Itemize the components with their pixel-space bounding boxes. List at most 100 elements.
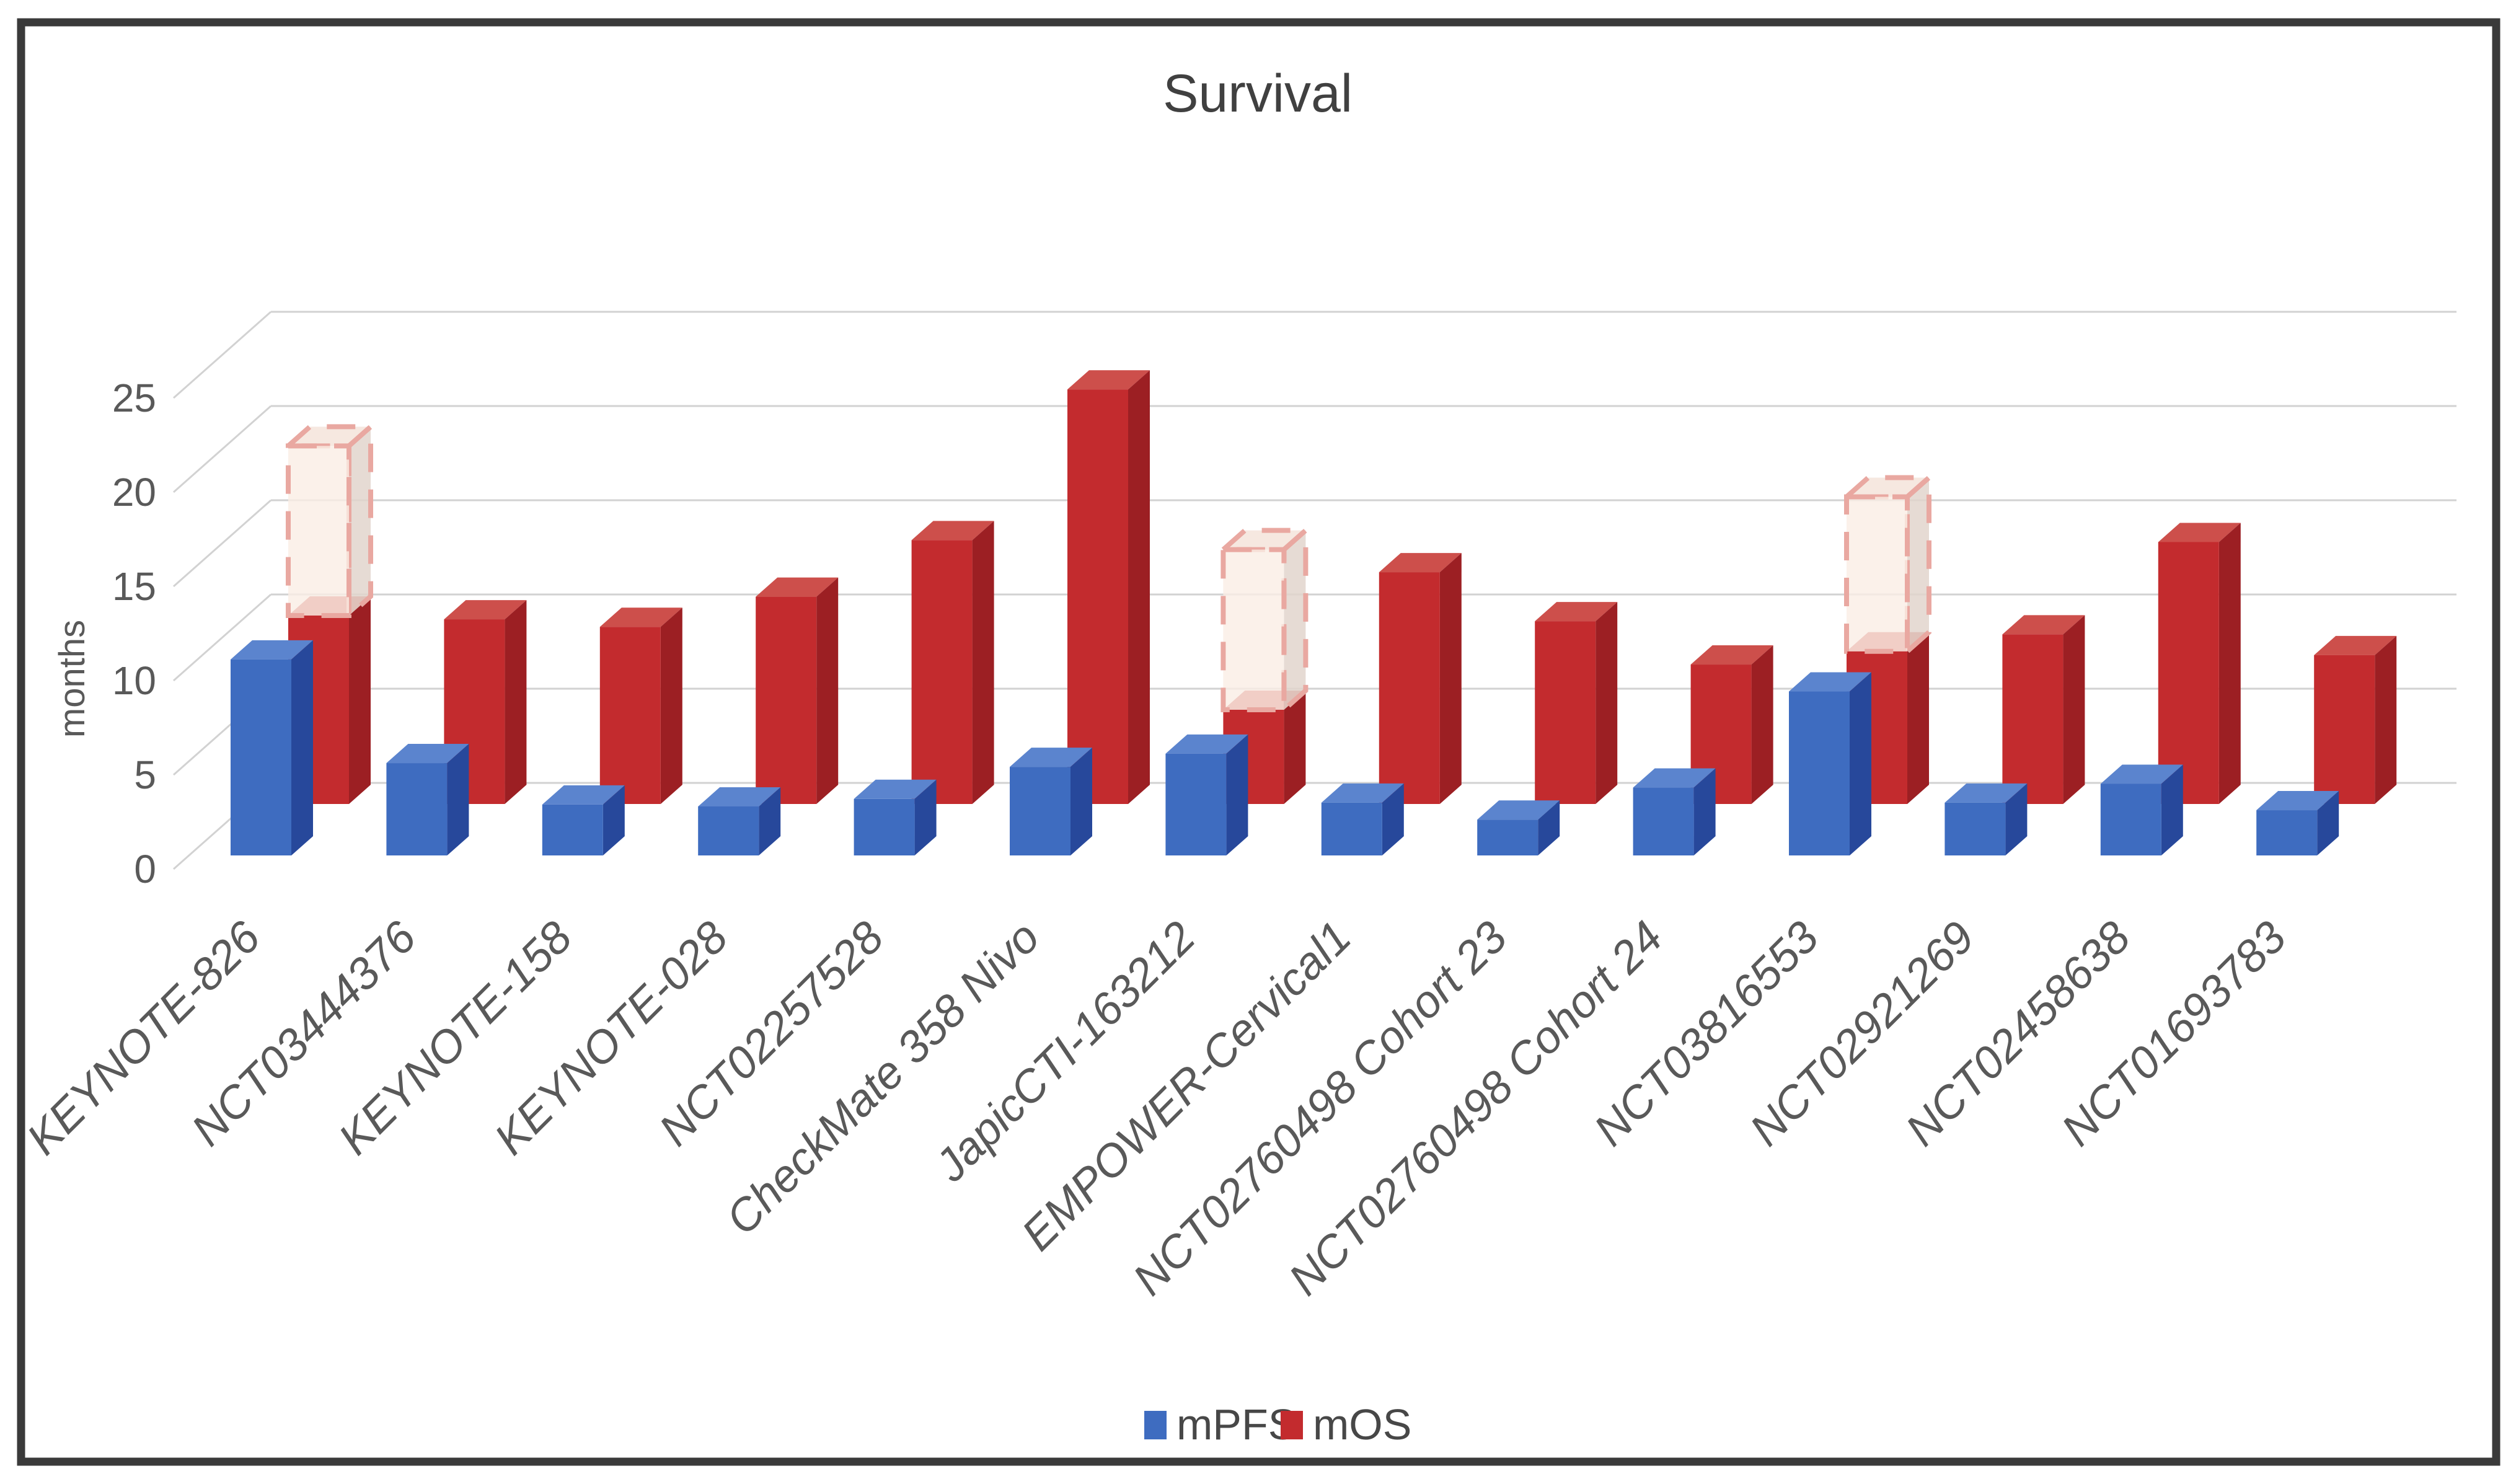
bar-mpfs-12-top-face <box>2100 764 2183 784</box>
category-label: CheckMate 358 Nivo <box>717 912 1049 1244</box>
bar-mos-8 <box>1535 602 1618 804</box>
chart-title: Survival <box>1163 64 1353 123</box>
bar-mos-dashed-10-front-face <box>1844 494 1910 654</box>
bar-mpfs-2 <box>542 785 625 855</box>
bar-mos-3-side-face <box>816 577 839 804</box>
bar-mpfs-7-top-face <box>1321 783 1404 803</box>
bar-mos-11 <box>2002 615 2085 804</box>
bar-mos-7-side-face <box>1439 553 1462 804</box>
y-tick-label: 25 <box>112 376 156 420</box>
y-tick-label: 15 <box>112 564 156 609</box>
bar-mpfs-10-front-face <box>1789 691 1850 855</box>
bar-mpfs-4-front-face <box>854 798 915 855</box>
bar-mpfs-6 <box>1165 734 1248 855</box>
bar-mpfs-9 <box>1633 768 1716 855</box>
bar-mpfs-11-front-face <box>1944 802 2006 855</box>
bar-mpfs-4 <box>854 779 937 855</box>
bar-mos-4-top-face <box>911 521 994 541</box>
bar-mos-5 <box>1067 370 1150 804</box>
bar-mpfs-4-side-face <box>914 779 937 855</box>
legend-label-mpfs: mPFS <box>1176 1400 1297 1449</box>
bar-mpfs-1-front-face <box>386 763 448 855</box>
legend-swatch-mpfs <box>1144 1411 1167 1439</box>
bar-mos-9-side-face <box>1751 645 1773 804</box>
bar-mos-dashed-6 <box>1216 524 1312 715</box>
bar-mos-dashed-0-side-face <box>347 421 373 621</box>
bar-mos-3-front-face <box>756 596 817 804</box>
bar-mos-11-side-face <box>2063 615 2085 804</box>
bar-mos-6-side-face <box>1284 691 1306 804</box>
bar-mos-12-front-face <box>2158 542 2219 804</box>
bar-mpfs-3-side-face <box>759 787 781 855</box>
bar-mos-9-top-face <box>1690 645 1773 665</box>
bar-mpfs-12-side-face <box>2161 764 2183 855</box>
bar-mpfs-2-top-face <box>542 785 625 805</box>
bar-mos-dashed-0-front-face <box>286 443 351 619</box>
bar-mos-13-top-face <box>2314 635 2397 655</box>
bar-mpfs-1-side-face <box>447 744 469 855</box>
bar-mos-3 <box>756 577 839 804</box>
bar-mpfs-3 <box>698 787 781 855</box>
bar-mpfs-10-top-face <box>1789 672 1871 692</box>
bar-mos-1-side-face <box>505 600 527 804</box>
gridlines: 0 5 10 15 20 25 <box>112 311 2456 891</box>
bar-mpfs-6-top-face <box>1165 734 1248 754</box>
bar-mos-5-top-face <box>1067 370 1150 390</box>
bar-mpfs-6-side-face <box>1226 734 1248 855</box>
bar-mos-12-side-face <box>2218 523 2241 804</box>
bar-mos-dashed-10-side-face <box>1905 472 1931 657</box>
bar-mpfs-12 <box>2100 764 2183 855</box>
bar-mpfs-7-side-face <box>1382 783 1404 855</box>
bar-mpfs-5-top-face <box>1010 748 1092 767</box>
bar-mos-11-front-face <box>2002 634 2064 804</box>
bar-mpfs-8-front-face <box>1477 819 1538 855</box>
bar-mos-13-front-face <box>2314 655 2375 804</box>
bar-mos-2 <box>599 607 682 804</box>
bar-mos-12 <box>2158 523 2241 804</box>
side-gridline <box>173 311 271 399</box>
category-label: JapicCTI-163212 <box>925 912 1205 1191</box>
bar-mpfs-11 <box>1944 783 2028 855</box>
bar-mpfs-9-front-face <box>1633 787 1694 855</box>
frame-border <box>17 18 2501 1466</box>
bar-mos-8-top-face <box>1535 602 1618 622</box>
legend: mPFS mOS <box>1144 1400 1411 1449</box>
bar-mos-7-top-face <box>1379 553 1462 573</box>
bar-mos-dashed-6-side-face <box>1281 524 1309 715</box>
bar-mos-2-front-face <box>599 627 661 804</box>
bar-mpfs-0-front-face <box>231 659 291 855</box>
bar-mpfs-13-top-face <box>2256 791 2339 811</box>
bar-mpfs-5-front-face <box>1010 767 1070 855</box>
bar-mos-2-top-face <box>599 607 682 627</box>
bar-mos-11-top-face <box>2002 615 2085 635</box>
bar-mpfs-3-front-face <box>698 806 759 855</box>
bar-mos-5-front-face <box>1067 389 1128 804</box>
bar-mpfs-1 <box>386 744 469 855</box>
bars <box>231 370 2397 855</box>
y-tick-label: 10 <box>112 658 156 703</box>
bar-mpfs-12-front-face <box>2100 784 2161 855</box>
bar-mpfs-6-front-face <box>1165 753 1227 855</box>
bar-mos-0-side-face <box>349 596 371 804</box>
side-gridline <box>173 405 271 493</box>
bar-mpfs-5-side-face <box>1070 748 1092 855</box>
bar-mpfs-0 <box>231 640 313 855</box>
bar-mos-10-side-face <box>1907 632 1929 804</box>
bar-mpfs-0-side-face <box>291 640 313 855</box>
bar-mos-12-top-face <box>2158 523 2241 542</box>
bar-mpfs-4-top-face <box>854 779 937 799</box>
bar-mpfs-0-top-face <box>231 640 313 660</box>
bar-mos-4-side-face <box>972 521 994 804</box>
bar-mpfs-9-side-face <box>1693 768 1716 855</box>
bar-mos-13-side-face <box>2375 635 2397 804</box>
bar-mos-4-front-face <box>911 540 973 804</box>
bar-mos-7-front-face <box>1379 572 1440 804</box>
bar-mos-2-side-face <box>660 607 682 804</box>
bar-mpfs-10-side-face <box>1850 672 1871 855</box>
bar-mos-dashed-10 <box>1840 472 1936 657</box>
y-axis-title: months <box>52 620 92 738</box>
bar-mpfs-13-front-face <box>2256 810 2318 855</box>
bar-mpfs-13 <box>2256 791 2339 855</box>
